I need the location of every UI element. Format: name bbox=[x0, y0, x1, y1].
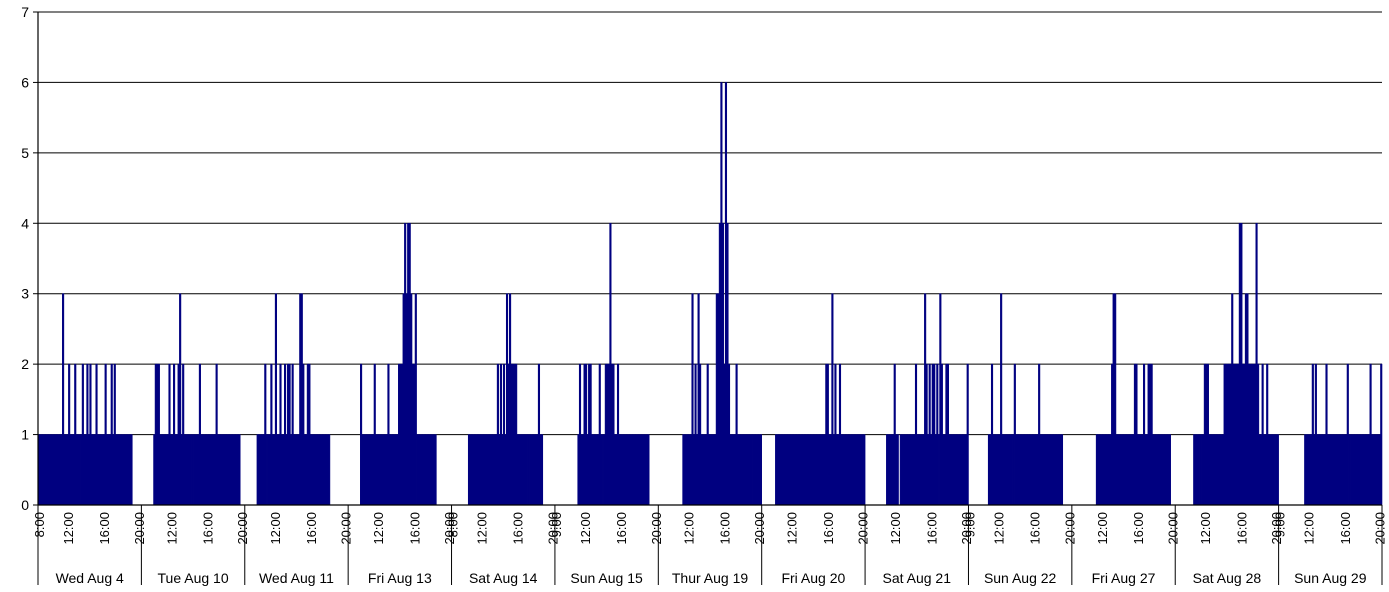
x-tick-label: 16:00 bbox=[304, 512, 319, 545]
day-label: Wed Aug 4 bbox=[56, 570, 124, 586]
x-tick-label: 16:00 bbox=[821, 512, 836, 545]
y-tick-label: 6 bbox=[21, 74, 29, 90]
day-label: Thur Aug 19 bbox=[672, 570, 748, 586]
x-tick-label: 20:00 bbox=[1372, 512, 1387, 545]
x-tick-label: 12:00 bbox=[681, 512, 696, 545]
x-tick-label: 12:00 bbox=[578, 512, 593, 545]
bar bbox=[1380, 363, 1383, 506]
x-tick-label: 20:00 bbox=[545, 512, 560, 545]
day-labels: Wed Aug 4 Tue Aug 10 Wed Aug 11 Fri Aug 13 S… bbox=[56, 570, 1367, 586]
x-tick-label: 16:00 bbox=[511, 512, 526, 545]
x-tick-label: 9:00 bbox=[549, 512, 564, 537]
day-label: Sun Aug 15 bbox=[570, 570, 643, 586]
x-tick-label: 12:00 bbox=[371, 512, 386, 545]
x-tick-label: 16:00 bbox=[1131, 512, 1146, 545]
x-tick-label: 20:00 bbox=[132, 512, 147, 545]
x-tick-label: 16:00 bbox=[614, 512, 629, 545]
bar bbox=[1168, 434, 1171, 506]
x-tick-label: 12:00 bbox=[785, 512, 800, 545]
bar bbox=[1276, 434, 1279, 506]
axes bbox=[33, 11, 1383, 585]
y-tick-label: 2 bbox=[21, 356, 29, 372]
bar bbox=[966, 363, 969, 506]
y-tick-label: 4 bbox=[21, 215, 29, 231]
y-tick-label: 0 bbox=[21, 497, 29, 513]
x-tick-label: 20:00 bbox=[1166, 512, 1181, 545]
y-tick-label: 3 bbox=[21, 286, 29, 302]
x-tick-label: 16:00 bbox=[718, 512, 733, 545]
x-tick-label: 20:00 bbox=[856, 512, 871, 545]
x-tick-label: 12:00 bbox=[888, 512, 903, 545]
day-label: Sat Aug 28 bbox=[1193, 570, 1262, 586]
x-tick-label: 16:00 bbox=[1338, 512, 1353, 545]
x-tick-label: 20:00 bbox=[752, 512, 767, 545]
x-tick-label: 20:00 bbox=[1062, 512, 1077, 545]
bar bbox=[863, 434, 866, 506]
day-label: Sat Aug 14 bbox=[469, 570, 538, 586]
day-label: Wed Aug 11 bbox=[259, 570, 334, 586]
x-tick-label: 20:00 bbox=[649, 512, 664, 545]
y-tick-label: 1 bbox=[21, 427, 29, 443]
x-tick-label: 12:00 bbox=[475, 512, 490, 545]
bar bbox=[896, 434, 899, 506]
x-tick-label: 20:00 bbox=[339, 512, 354, 545]
x-tick-label: 20:00 bbox=[959, 512, 974, 545]
day-label: Fri Aug 20 bbox=[781, 570, 845, 586]
day-label: Sun Aug 22 bbox=[984, 570, 1057, 586]
x-tick-label: 12:00 bbox=[61, 512, 76, 545]
x-tick-labels: 8:00 12:00 16:00 20:00 12:00 16:00 20:00 12:00 1… bbox=[32, 512, 1387, 545]
x-tick-label: 12:00 bbox=[268, 512, 283, 545]
x-tick-label: 8:00 bbox=[32, 512, 47, 537]
x-tick-label: 16:00 bbox=[407, 512, 422, 545]
day-label: Tue Aug 10 bbox=[158, 570, 229, 586]
day-label: Sat Aug 21 bbox=[883, 570, 952, 586]
bar bbox=[1060, 434, 1064, 506]
x-tick-label: 12:00 bbox=[991, 512, 1006, 545]
bar bbox=[328, 434, 331, 506]
x-tick-label: 8:00 bbox=[446, 512, 461, 537]
x-tick-label: 20:00 bbox=[1269, 512, 1284, 545]
y-tick-label: 7 bbox=[21, 4, 29, 20]
x-tick-label: 12:00 bbox=[1095, 512, 1110, 545]
x-tick-label: 16:00 bbox=[1028, 512, 1043, 545]
y-tick-label: 5 bbox=[21, 145, 29, 161]
x-tick-label: 16:00 bbox=[97, 512, 112, 545]
bar bbox=[647, 434, 650, 506]
x-tick-label: 9:00 bbox=[962, 512, 977, 537]
bar bbox=[759, 434, 762, 506]
x-tick-label: 12:00 bbox=[1302, 512, 1317, 545]
x-tick-label: 12:00 bbox=[1198, 512, 1213, 545]
bar bbox=[434, 434, 437, 506]
x-tick-label: 16:00 bbox=[924, 512, 939, 545]
x-tick-label: 16:00 bbox=[1234, 512, 1249, 545]
x-tick-label: 12:00 bbox=[164, 512, 179, 545]
day-label: Sun Aug 29 bbox=[1294, 570, 1367, 586]
grid-lines bbox=[38, 11, 1382, 436]
day-label: Fri Aug 13 bbox=[368, 570, 432, 586]
bar-series bbox=[37, 82, 1383, 506]
bar bbox=[238, 434, 241, 506]
x-tick-label: 20:00 bbox=[235, 512, 250, 545]
bar bbox=[130, 434, 133, 506]
x-tick-label: 20:00 bbox=[442, 512, 457, 545]
day-label: Fri Aug 27 bbox=[1092, 570, 1156, 586]
bar bbox=[540, 434, 544, 506]
x-tick-label: 16:00 bbox=[201, 512, 216, 545]
x-tick-label: 9:00 bbox=[1273, 512, 1288, 537]
y-tick-labels: 0 1 2 3 4 5 6 7 bbox=[21, 4, 29, 513]
